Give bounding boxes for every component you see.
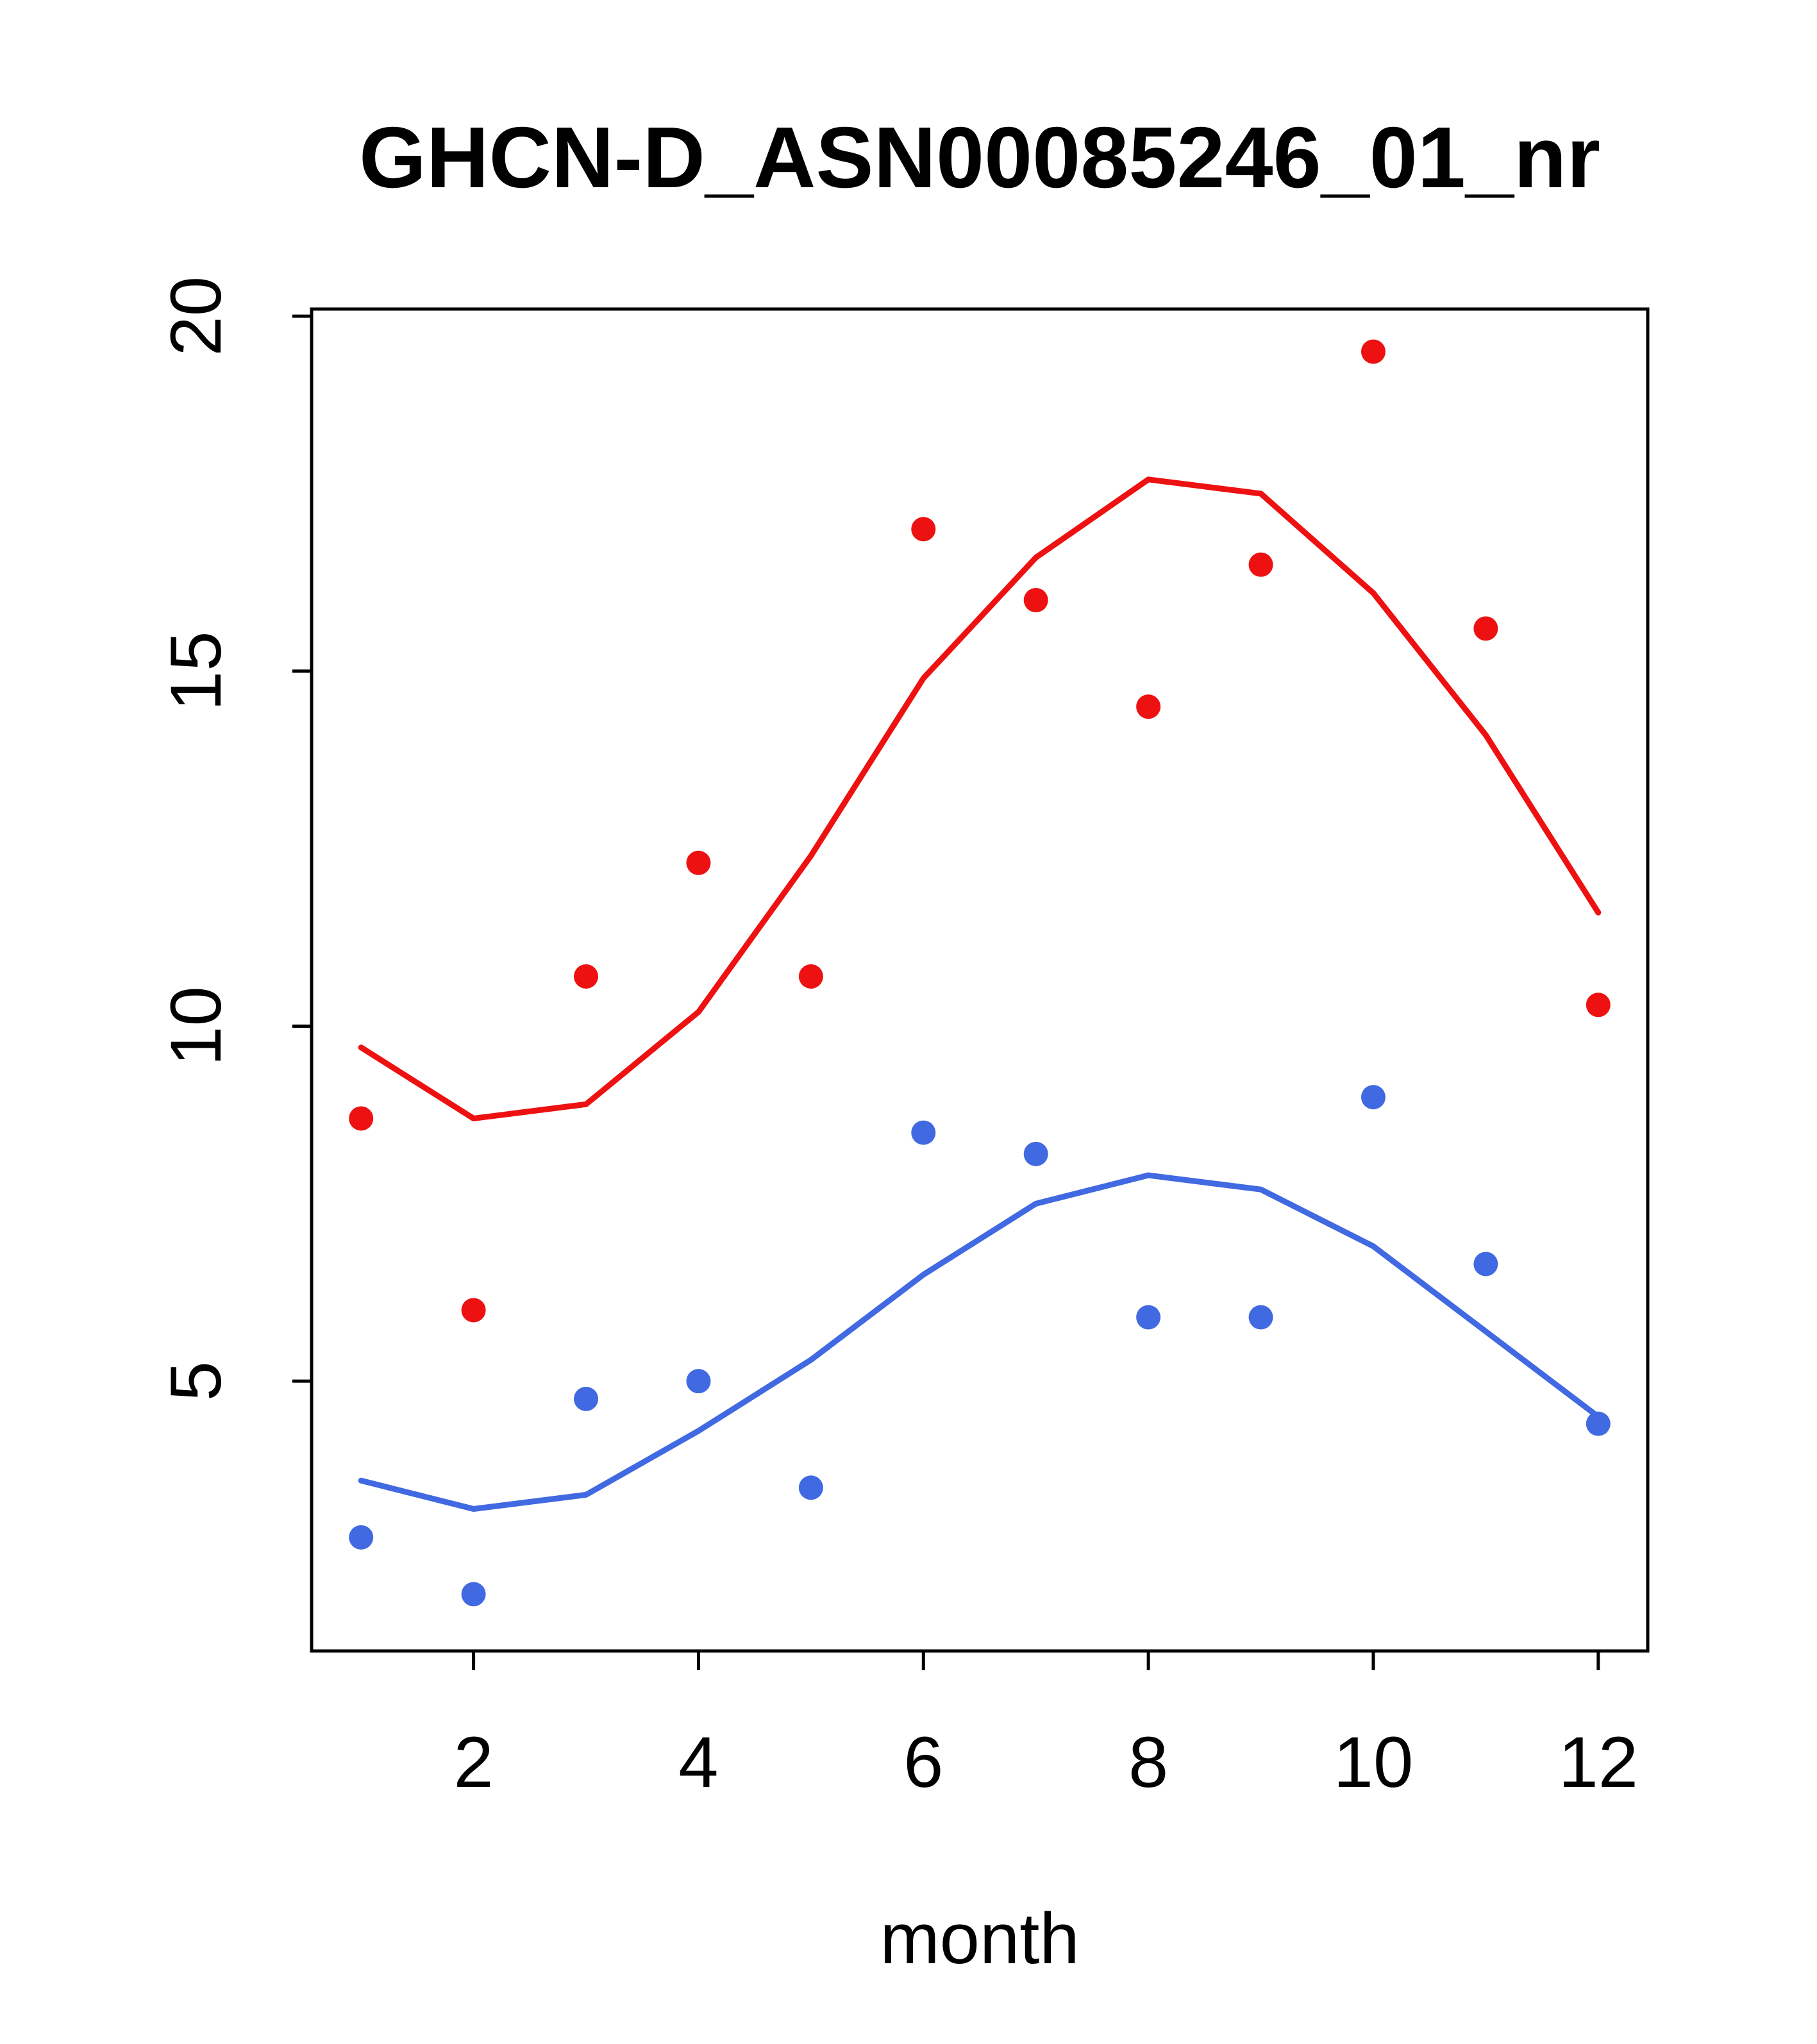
upper-points-point: [349, 1106, 374, 1131]
lower-points-point: [911, 1120, 936, 1145]
upper-points-point: [911, 517, 936, 542]
upper-points-point: [798, 964, 823, 989]
axes-layer: 2 4 6 8 10 12 5 10 15 20: [156, 276, 1650, 1802]
x-tick-label: 6: [903, 1722, 943, 1802]
lower-points-point: [686, 1369, 711, 1394]
upper-points-point: [1023, 588, 1048, 613]
upper-points-point: [1361, 339, 1386, 364]
y-tick-label: 10: [156, 986, 236, 1066]
lower-smooth-line: [358, 1172, 1602, 1512]
lower-points-point: [1023, 1141, 1048, 1166]
lower-points-point: [1136, 1305, 1161, 1330]
upper-points-point: [461, 1298, 486, 1323]
y-tick-label: 20: [156, 276, 236, 356]
upper-smooth-line: [358, 476, 1602, 1121]
lower-points-point: [1586, 1411, 1611, 1436]
upper-points-point: [1586, 993, 1611, 1018]
lower-points-point: [574, 1386, 599, 1411]
lower-points-point: [1248, 1305, 1273, 1330]
x-tick-label: 8: [1128, 1722, 1168, 1802]
y-tick-label: 5: [156, 1361, 236, 1401]
data-layer: [349, 339, 1611, 1607]
upper-points-point: [1136, 694, 1161, 719]
x-axis-label: month: [880, 1898, 1079, 1979]
x-tick-label: 12: [1559, 1722, 1639, 1802]
x-tick-label: 10: [1334, 1722, 1414, 1802]
plot-box: [310, 307, 1650, 1653]
upper-points-point: [574, 964, 599, 989]
chart-title: GHCN-D_ASN00085246_01_nr: [359, 109, 1600, 206]
lower-points-point: [1361, 1085, 1386, 1110]
upper-points-point: [1248, 552, 1273, 577]
lower-points-point: [349, 1525, 374, 1550]
x-tick-label: 2: [453, 1722, 493, 1802]
lower-points-point: [1473, 1252, 1498, 1277]
y-tick-label: 15: [156, 631, 236, 711]
lower-points-point: [461, 1582, 486, 1607]
x-tick-label: 4: [678, 1722, 718, 1802]
upper-points-point: [686, 850, 711, 875]
lower-points-point: [798, 1475, 823, 1500]
upper-points-point: [1473, 616, 1498, 641]
